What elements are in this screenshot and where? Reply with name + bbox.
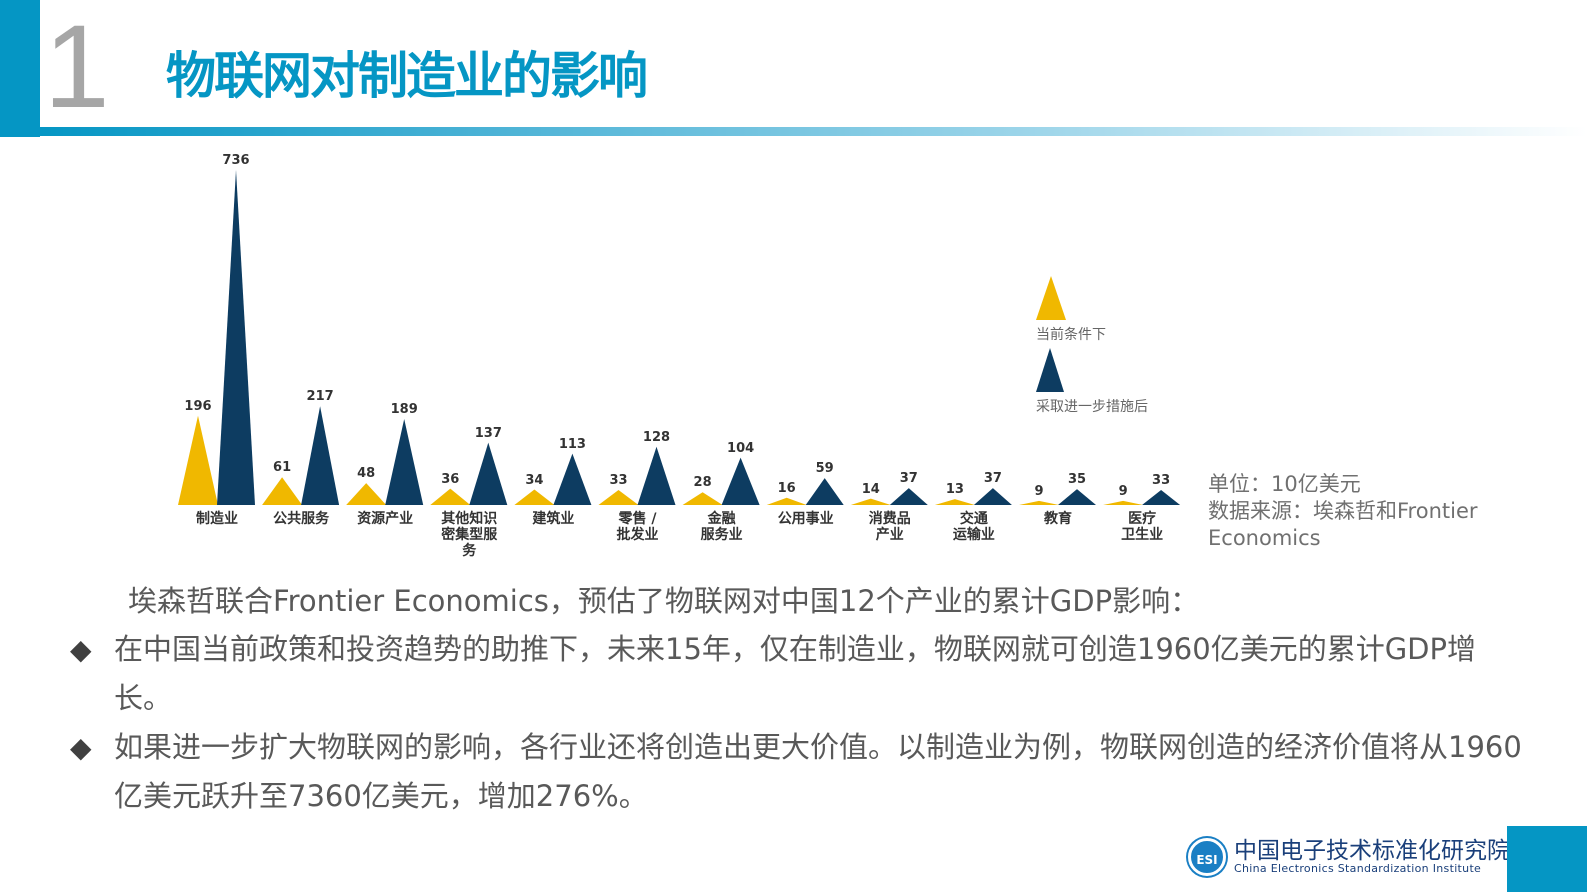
gdp-impact-chart: 196 736 制造业 61 217 公共服务 48 189 资源产业 36 137 其他知识 密集型…: [0, 140, 1587, 570]
category-label: 公共服务: [273, 511, 330, 527]
value-label: 14: [861, 481, 880, 497]
intro-text: 埃森哲联合Frontier Economics，预估了物联网对中国12个产业的累…: [128, 584, 1200, 618]
value-label: 33: [609, 472, 628, 488]
current-triangle: [598, 489, 639, 505]
value-label: 35: [1067, 472, 1087, 488]
legend-label-current: 当前条件下: [1036, 327, 1106, 343]
value-label: 9: [1118, 483, 1128, 499]
further-triangle: [217, 170, 255, 505]
category-label: 制造业: [196, 511, 238, 527]
navy-triangle-icon: [1036, 348, 1064, 392]
bullet-text: 如果进一步扩大物联网的影响，各行业还将创造出更大价值。以制造业为例，物联网创造的…: [114, 730, 1522, 813]
footer-accent-block: [1507, 826, 1587, 892]
page-title: 物联网对制造业的影响: [166, 47, 648, 105]
value-label: 37: [983, 471, 1002, 487]
current-triangle: [346, 483, 387, 505]
value-label: 13: [945, 482, 964, 498]
further-triangle: [973, 488, 1012, 505]
value-label: 104: [727, 440, 755, 456]
category-label: 消费品 产业: [868, 511, 911, 543]
further-triangle: [553, 453, 592, 505]
current-triangle: [766, 497, 807, 505]
value-label: 137: [474, 425, 502, 441]
unit-note: 单位：10亿美元: [1208, 472, 1361, 496]
category-label: 建筑业: [532, 511, 575, 527]
category-label: 金融 服务业: [700, 511, 743, 543]
value-label: 59: [815, 461, 834, 477]
value-label: 189: [390, 401, 418, 417]
value-label: 48: [357, 466, 376, 482]
value-label: 196: [184, 398, 212, 414]
diamond-bullet-icon: ◆: [70, 731, 92, 764]
value-label: 33: [1152, 472, 1171, 488]
value-label: 36: [441, 471, 460, 487]
value-label: 9: [1034, 483, 1044, 499]
value-label: 61: [273, 460, 292, 476]
legend-label-further: 采取进一步措施后: [1036, 399, 1148, 415]
further-triangle: [469, 442, 508, 505]
category-label: 教育: [1044, 511, 1072, 527]
yellow-triangle-icon: [1036, 276, 1066, 320]
current-triangle: [262, 477, 303, 505]
value-label: 37: [899, 471, 918, 487]
section-number: 1: [44, 1, 110, 133]
category-label: 资源产业: [357, 511, 414, 527]
value-label: 128: [642, 429, 671, 445]
category-label: 零售 / 批发业: [616, 511, 659, 543]
current-triangle: [850, 498, 891, 505]
org-name-cn: 中国电子技术标准化研究院: [1234, 838, 1510, 864]
further-triangle: [1142, 489, 1181, 505]
value-label: 28: [693, 475, 712, 491]
source-note: 数据来源：埃森哲和Frontier Economics: [1208, 499, 1478, 550]
further-triangle: [385, 418, 424, 505]
further-triangle: [1058, 489, 1096, 505]
title-divider: [40, 127, 1587, 136]
esi-logo-icon: ESI: [1188, 838, 1226, 876]
category-label: 交通 运输业: [952, 511, 995, 543]
category-label: 其他知识 密集型服 务: [441, 511, 498, 559]
diamond-bullet-icon: ◆: [70, 633, 92, 666]
value-label: 217: [306, 389, 334, 405]
further-triangle: [637, 446, 676, 505]
value-label: 113: [558, 436, 586, 452]
current-triangle: [514, 489, 555, 505]
current-triangle: [682, 492, 723, 505]
further-triangle: [889, 488, 928, 505]
current-triangle: [430, 488, 471, 505]
value-label: 34: [525, 472, 544, 488]
header-accent-bar: [0, 0, 40, 137]
value-label: 736: [222, 153, 250, 168]
value-label: 16: [777, 480, 796, 496]
chart-notes: 单位：10亿美元 数据来源：埃森哲和Frontier Economics: [1208, 471, 1508, 552]
org-name-en: China Electronics Standardization Instit…: [1234, 862, 1482, 875]
current-triangle: [178, 415, 218, 505]
chart-plot: [178, 170, 1181, 505]
category-label: 公用事业: [777, 511, 834, 527]
current-triangle: [1103, 500, 1144, 505]
further-triangle: [805, 478, 844, 505]
category-label: 医疗 卫生业: [1121, 511, 1164, 543]
bullet-text: 在中国当前政策和投资趋势的助推下，未来15年，仅在制造业，物联网就可创造1960…: [114, 632, 1476, 715]
further-triangle: [721, 457, 760, 505]
further-triangle: [301, 406, 340, 505]
current-triangle: [934, 499, 975, 505]
current-triangle: [1019, 500, 1059, 505]
